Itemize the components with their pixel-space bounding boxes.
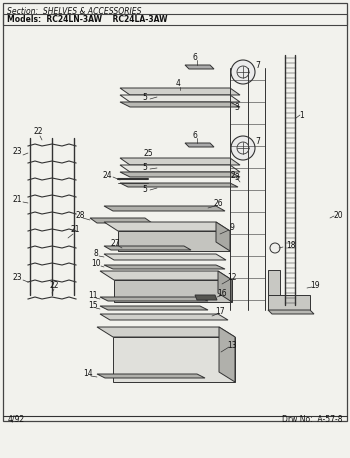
Polygon shape <box>120 165 240 172</box>
Text: 22: 22 <box>49 280 59 289</box>
Text: 21: 21 <box>12 196 22 205</box>
Polygon shape <box>97 327 235 337</box>
Text: 25: 25 <box>143 149 153 158</box>
Text: 6: 6 <box>193 53 197 61</box>
Polygon shape <box>104 206 225 211</box>
Circle shape <box>231 136 255 160</box>
Polygon shape <box>113 337 235 382</box>
Polygon shape <box>216 222 230 251</box>
Polygon shape <box>195 295 217 300</box>
Text: 23: 23 <box>12 147 22 157</box>
Polygon shape <box>120 102 240 107</box>
Polygon shape <box>120 183 238 187</box>
Polygon shape <box>268 295 310 310</box>
Text: 27: 27 <box>110 239 120 247</box>
Polygon shape <box>100 306 208 310</box>
Text: 7: 7 <box>256 137 260 147</box>
Polygon shape <box>268 270 280 295</box>
Text: 3: 3 <box>234 174 239 182</box>
Text: 7: 7 <box>256 61 260 71</box>
Text: 24: 24 <box>102 170 112 180</box>
Text: 23: 23 <box>12 273 22 283</box>
Polygon shape <box>219 327 235 382</box>
Text: 5: 5 <box>142 93 147 103</box>
Polygon shape <box>120 158 240 165</box>
Polygon shape <box>114 280 232 302</box>
Text: 6: 6 <box>193 131 197 140</box>
Text: 5: 5 <box>142 164 147 173</box>
Polygon shape <box>100 271 232 280</box>
Text: 10: 10 <box>91 260 101 268</box>
Text: 14: 14 <box>83 370 93 378</box>
Text: 13: 13 <box>227 340 237 349</box>
Text: Section:  SHELVES & ACCESSORIES: Section: SHELVES & ACCESSORIES <box>7 7 141 16</box>
Text: Models:  RC24LN-3AW    RC24LA-3AW: Models: RC24LN-3AW RC24LA-3AW <box>7 15 168 23</box>
Text: 4/92: 4/92 <box>8 414 25 424</box>
Text: 8: 8 <box>94 250 98 258</box>
Text: 18: 18 <box>286 240 296 250</box>
Text: 1: 1 <box>300 110 304 120</box>
Polygon shape <box>218 271 232 302</box>
Circle shape <box>270 243 280 253</box>
Polygon shape <box>97 374 205 378</box>
Polygon shape <box>185 65 214 69</box>
Text: 28: 28 <box>75 212 85 220</box>
Bar <box>3 14 347 25</box>
Polygon shape <box>104 246 191 250</box>
Text: 15: 15 <box>88 301 98 311</box>
Circle shape <box>231 60 255 84</box>
Text: 22: 22 <box>33 127 43 136</box>
Polygon shape <box>185 143 214 147</box>
Polygon shape <box>120 95 240 102</box>
Text: 21: 21 <box>70 225 80 234</box>
Polygon shape <box>100 314 228 320</box>
Text: 9: 9 <box>230 224 235 233</box>
Text: 2: 2 <box>231 170 235 180</box>
Text: Drw No:  A-57-8: Drw No: A-57-8 <box>281 414 342 424</box>
Polygon shape <box>104 265 225 269</box>
Polygon shape <box>90 218 152 223</box>
Text: 20: 20 <box>333 211 343 219</box>
Polygon shape <box>104 254 226 260</box>
Text: 4: 4 <box>176 80 181 88</box>
Text: 16: 16 <box>217 289 227 299</box>
Polygon shape <box>120 88 240 95</box>
Text: 5: 5 <box>142 185 147 193</box>
Text: 3: 3 <box>234 104 239 113</box>
Text: 26: 26 <box>213 200 223 208</box>
Text: 12: 12 <box>227 273 237 283</box>
Polygon shape <box>118 231 230 251</box>
Polygon shape <box>120 172 240 177</box>
Polygon shape <box>268 310 314 314</box>
Polygon shape <box>104 222 230 231</box>
Text: 17: 17 <box>215 307 225 316</box>
Polygon shape <box>100 297 208 301</box>
Text: 11: 11 <box>88 291 98 300</box>
Text: 19: 19 <box>310 280 320 289</box>
